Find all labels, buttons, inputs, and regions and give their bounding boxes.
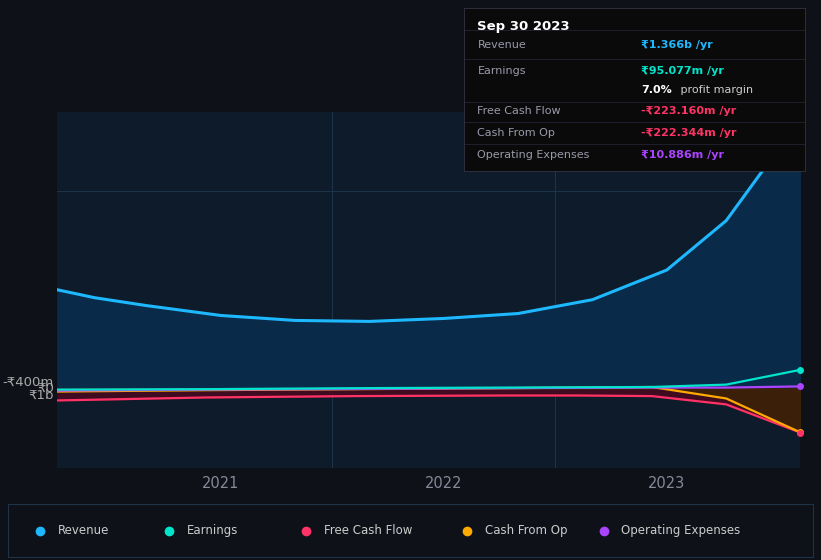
- Text: profit margin: profit margin: [677, 85, 753, 95]
- Text: Free Cash Flow: Free Cash Flow: [323, 524, 412, 537]
- Text: ₹95.077m /yr: ₹95.077m /yr: [641, 66, 724, 76]
- Text: ₹1b: ₹1b: [28, 389, 53, 402]
- Text: Cash From Op: Cash From Op: [484, 524, 567, 537]
- Text: -₹223.160m /yr: -₹223.160m /yr: [641, 106, 736, 116]
- Text: Revenue: Revenue: [58, 524, 109, 537]
- Text: ₹1.366b /yr: ₹1.366b /yr: [641, 40, 713, 50]
- Text: -₹222.344m /yr: -₹222.344m /yr: [641, 128, 736, 138]
- Text: Revenue: Revenue: [478, 40, 526, 50]
- Text: Cash From Op: Cash From Op: [478, 128, 555, 138]
- Text: Earnings: Earnings: [478, 66, 526, 76]
- Text: -₹400m: -₹400m: [2, 376, 53, 389]
- Text: Operating Expenses: Operating Expenses: [478, 151, 589, 160]
- Text: Free Cash Flow: Free Cash Flow: [478, 106, 561, 116]
- Text: Operating Expenses: Operating Expenses: [621, 524, 741, 537]
- Text: ₹10.886m /yr: ₹10.886m /yr: [641, 151, 724, 160]
- Text: ₹0: ₹0: [37, 382, 53, 395]
- Text: Earnings: Earnings: [187, 524, 238, 537]
- Text: 7.0%: 7.0%: [641, 85, 672, 95]
- Text: Sep 30 2023: Sep 30 2023: [478, 20, 570, 33]
